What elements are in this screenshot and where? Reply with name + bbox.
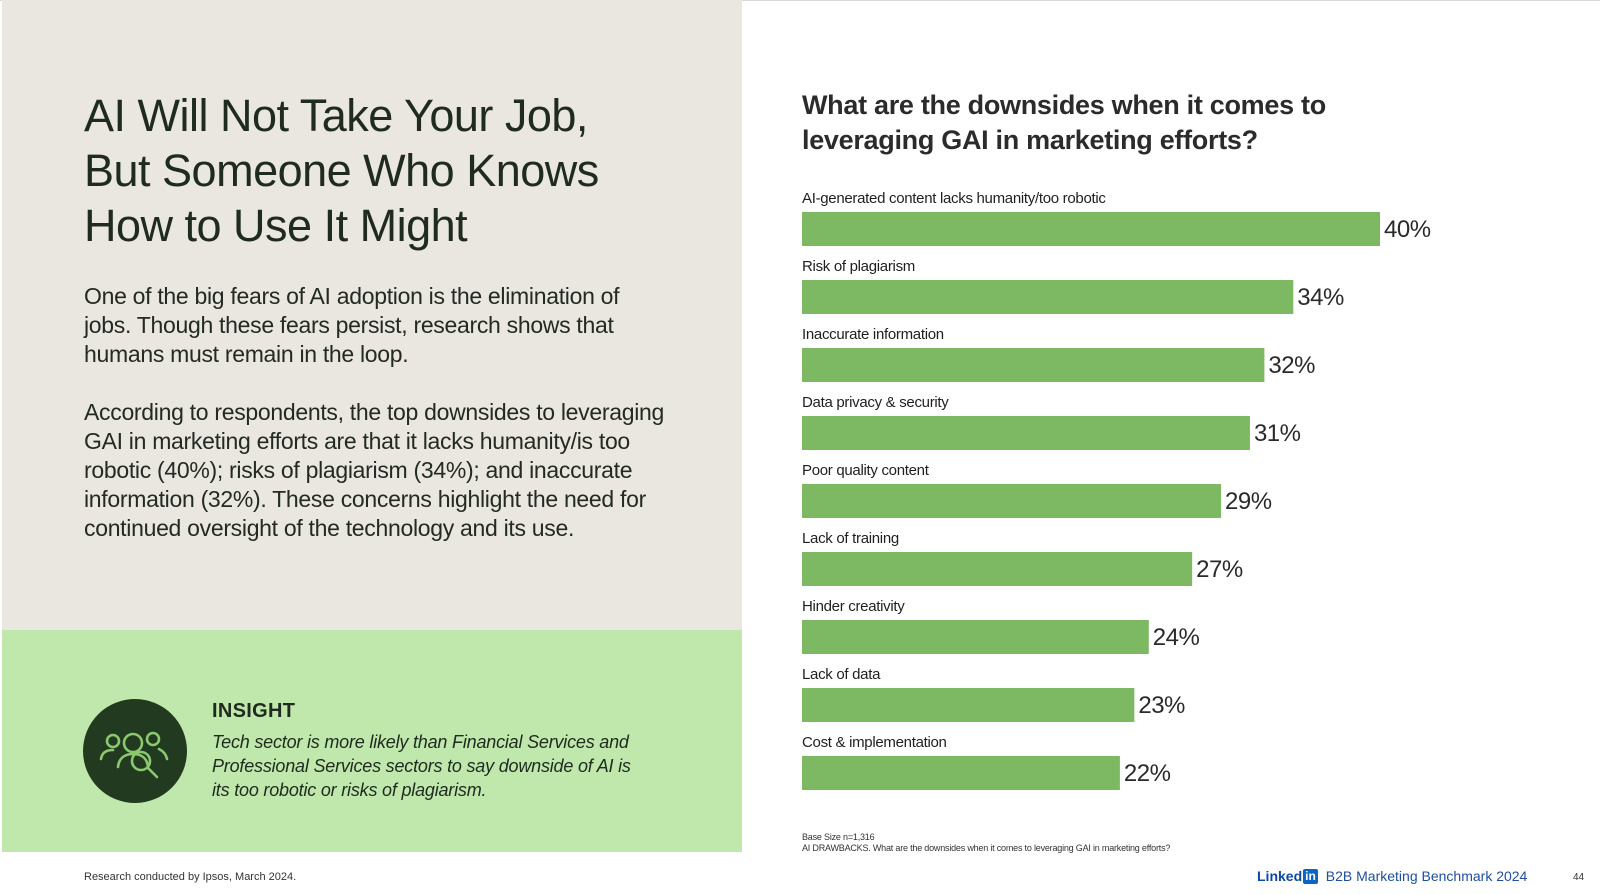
category-label: Poor quality content xyxy=(802,462,930,479)
value-label: 40% xyxy=(1384,216,1431,243)
insight-title: INSIGHT xyxy=(212,700,296,722)
title-line-3: How to Use It Might xyxy=(84,200,468,251)
bar xyxy=(802,756,1120,790)
insight-text: Tech sector is more likely than Financia… xyxy=(212,732,631,800)
bar xyxy=(802,416,1250,450)
bar xyxy=(802,280,1294,314)
brand-name: B2B Marketing Benchmark 2024 xyxy=(1325,868,1528,884)
value-label: 24% xyxy=(1153,624,1200,651)
value-label: 34% xyxy=(1297,284,1344,311)
value-label: 32% xyxy=(1268,352,1315,379)
title-line-1: AI Will Not Take Your Job, xyxy=(84,90,588,141)
category-label: Hinder creativity xyxy=(802,598,905,615)
value-label: 27% xyxy=(1196,556,1243,583)
findings-paragraph: According to respondents, the top downsi… xyxy=(84,399,665,541)
question-note: AI DRAWBACKS. What are the downsides whe… xyxy=(802,843,1171,853)
bar xyxy=(802,620,1149,654)
category-label: Lack of training xyxy=(802,530,899,547)
research-note: Research conducted by Ipsos, March 2024. xyxy=(84,871,297,883)
bar xyxy=(802,348,1265,382)
bar xyxy=(802,552,1193,586)
category-label: Cost & implementation xyxy=(802,734,947,751)
value-label: 29% xyxy=(1225,488,1272,515)
insight-badge xyxy=(83,699,187,803)
intro-panel xyxy=(2,0,742,630)
value-label: 22% xyxy=(1124,760,1171,787)
category-label: Inaccurate information xyxy=(802,326,944,343)
brand-linked: Linked xyxy=(1257,868,1303,884)
bar xyxy=(802,212,1380,246)
top-border xyxy=(0,0,1600,1)
category-label: Risk of plagiarism xyxy=(802,258,915,275)
category-label: Data privacy & security xyxy=(802,394,949,411)
base-size: Base Size n=1,316 xyxy=(802,832,875,842)
page-title: AI Will Not Take Your Job, But Someone W… xyxy=(84,88,684,253)
category-label: AI-generated content lacks humanity/too … xyxy=(802,190,1106,207)
value-label: 23% xyxy=(1138,692,1185,719)
intro-paragraph: One of the big fears of AI adoption is t… xyxy=(84,283,620,367)
people-search-icon xyxy=(99,731,169,779)
chart-title: What are the downsides when it comes to … xyxy=(802,90,1326,155)
category-label: Lack of data xyxy=(802,666,881,683)
bar xyxy=(802,688,1135,722)
page-number: 44 xyxy=(1573,872,1585,883)
value-label: 31% xyxy=(1254,420,1301,447)
base-note: Base Size n=1,316 AI DRAWBACKS. What are… xyxy=(802,832,1170,854)
title-line-2: But Someone Who Knows xyxy=(84,145,599,196)
brand-logo: Linked in B2B Marketing Benchmark 2024 xyxy=(1257,868,1527,884)
bar xyxy=(802,484,1222,518)
linkedin-icon: in xyxy=(1303,868,1318,884)
